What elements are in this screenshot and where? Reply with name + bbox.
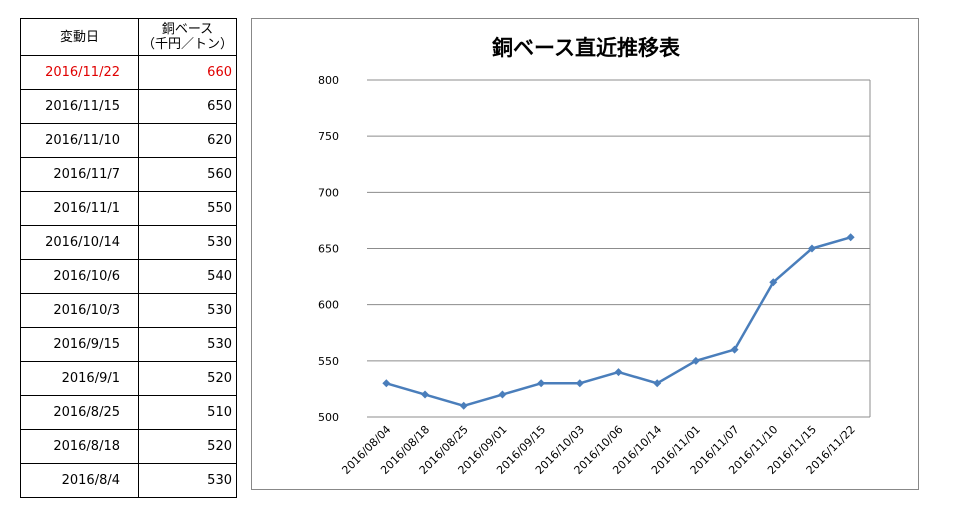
header-price-line2: （千円／トン） <box>141 37 233 52</box>
row-price: 520 <box>138 429 237 464</box>
line-chart: 銅ベース直近推移表 500 550 600 650 700 750 800 2016/08/… <box>318 36 871 477</box>
row-date: 2016/11/22 <box>20 55 139 90</box>
row-date: 2016/10/6 <box>20 259 139 294</box>
row-date: 2016/11/1 <box>20 191 139 226</box>
row-price: 650 <box>138 89 237 124</box>
data-point <box>537 379 546 388</box>
data-point <box>691 356 700 365</box>
row-price: 530 <box>138 463 237 498</box>
table-body: 2016/11/22 660 2016/11/15 650 2016/11/10 620 2… <box>20 55 237 498</box>
table-row: 2016/11/15 650 <box>20 89 237 124</box>
y-tick-label: 700 <box>318 186 339 199</box>
y-tick-label: 600 <box>318 299 339 312</box>
series-layer <box>382 233 855 410</box>
data-point <box>614 368 623 377</box>
data-point <box>846 233 855 242</box>
table-row: 2016/8/18 520 <box>20 429 237 464</box>
row-date: 2016/8/18 <box>20 429 139 464</box>
table-row: 2016/8/4 530 <box>20 463 237 498</box>
row-date: 2016/8/4 <box>20 463 139 498</box>
header-price-line1: 銅ベース <box>161 22 214 37</box>
data-point <box>807 244 816 253</box>
chart-title: 銅ベース直近推移表 <box>492 36 681 60</box>
row-price: 530 <box>138 327 237 362</box>
row-price: 560 <box>138 157 237 192</box>
data-point <box>653 379 662 388</box>
row-price: 550 <box>138 191 237 226</box>
data-point <box>421 390 430 399</box>
chart-frame: 銅ベース直近推移表 500 550 600 650 700 750 800 2016/08/… <box>251 18 919 490</box>
row-date: 2016/11/15 <box>20 89 139 124</box>
table-row: 2016/10/3 530 <box>20 293 237 328</box>
row-date: 2016/9/1 <box>20 361 139 396</box>
y-tick-label: 500 <box>318 411 339 424</box>
y-tick-label: 550 <box>318 355 339 368</box>
data-point <box>382 379 391 388</box>
table-row: 2016/9/1 520 <box>20 361 237 396</box>
row-price: 530 <box>138 293 237 328</box>
x-axis-ticks: 2016/08/042016/08/182016/08/252016/09/01… <box>339 423 857 477</box>
data-point <box>498 390 507 399</box>
row-date: 2016/10/3 <box>20 293 139 328</box>
row-price: 530 <box>138 225 237 260</box>
series-line <box>385 236 852 408</box>
row-date: 2016/11/7 <box>20 157 139 192</box>
table-header-row: 変動日 銅ベース （千円／トン） <box>20 18 237 56</box>
header-date: 変動日 <box>20 18 139 56</box>
table-row: 2016/11/10 620 <box>20 123 237 158</box>
data-point <box>575 379 584 388</box>
row-date: 2016/11/10 <box>20 123 139 158</box>
row-price: 510 <box>138 395 237 430</box>
row-price: 540 <box>138 259 237 294</box>
row-price: 520 <box>138 361 237 396</box>
row-date: 2016/10/14 <box>20 225 139 260</box>
table-row: 2016/10/14 530 <box>20 225 237 260</box>
copper-base-table: 変動日 銅ベース （千円／トン） 2016/11/22 660 2016/11/15… <box>20 18 237 498</box>
table-row: 2016/11/1 550 <box>20 191 237 226</box>
row-date: 2016/9/15 <box>20 327 139 362</box>
data-point <box>730 345 739 354</box>
y-tick-label: 650 <box>318 243 339 256</box>
gridlines <box>367 79 871 418</box>
y-axis-ticks: 500 550 600 650 700 750 800 <box>318 74 339 424</box>
row-price: 620 <box>138 123 237 158</box>
table-row: 2016/11/22 660 <box>20 55 237 90</box>
table-row: 2016/8/25 510 <box>20 395 237 430</box>
table-row: 2016/10/6 540 <box>20 259 237 294</box>
data-point <box>459 401 468 410</box>
header-price: 銅ベース （千円／トン） <box>138 18 237 56</box>
table-row: 2016/11/7 560 <box>20 157 237 192</box>
data-point <box>769 278 778 287</box>
row-date: 2016/8/25 <box>20 395 139 430</box>
row-price: 660 <box>138 55 237 90</box>
y-tick-label: 800 <box>318 74 339 87</box>
table-row: 2016/9/15 530 <box>20 327 237 362</box>
y-tick-label: 750 <box>318 130 339 143</box>
